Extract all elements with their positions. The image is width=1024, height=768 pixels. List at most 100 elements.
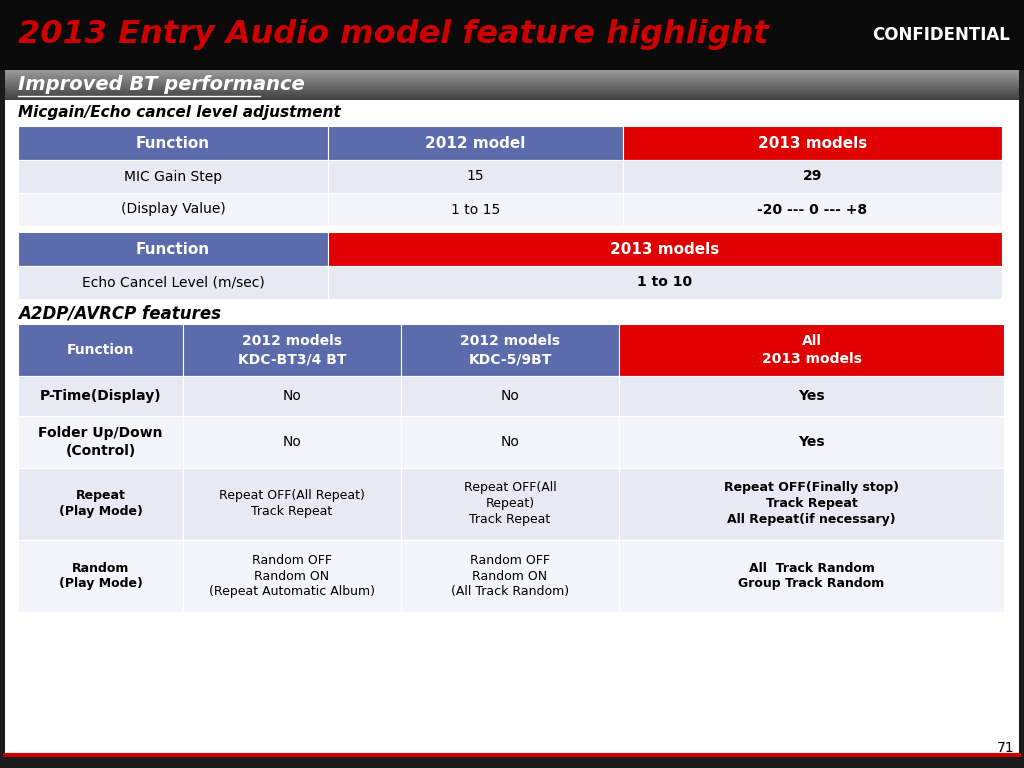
Bar xyxy=(18,126,328,160)
Text: Repeat OFF(All Repeat)
Track Repeat: Repeat OFF(All Repeat) Track Repeat xyxy=(219,489,365,518)
Bar xyxy=(5,90,1019,91)
Bar xyxy=(183,540,401,612)
Text: 2013 models: 2013 models xyxy=(610,241,720,257)
Bar xyxy=(623,193,1002,226)
Bar xyxy=(328,232,1002,266)
Bar xyxy=(5,72,1019,73)
Bar xyxy=(5,79,1019,80)
Text: Repeat OFF(All
Repeat)
Track Repeat: Repeat OFF(All Repeat) Track Repeat xyxy=(464,482,556,527)
Bar xyxy=(5,95,1019,96)
Bar xyxy=(5,85,1019,86)
Bar xyxy=(328,266,1002,299)
Bar xyxy=(18,540,183,612)
Text: 1 to 10: 1 to 10 xyxy=(637,276,692,290)
Bar xyxy=(618,468,1004,540)
Text: CONFIDENTIAL: CONFIDENTIAL xyxy=(872,26,1010,44)
Text: A2DP/AVRCP features: A2DP/AVRCP features xyxy=(18,304,221,322)
Text: P-Time(Display): P-Time(Display) xyxy=(40,389,162,403)
Bar xyxy=(5,83,1019,84)
Text: 71: 71 xyxy=(997,741,1015,755)
Bar xyxy=(623,126,1002,160)
Bar xyxy=(618,416,1004,468)
Bar xyxy=(5,84,1019,85)
Bar xyxy=(401,416,618,468)
Text: Micgain/Echo cancel level adjustment: Micgain/Echo cancel level adjustment xyxy=(18,104,341,120)
Bar xyxy=(18,266,328,299)
Bar xyxy=(183,468,401,540)
Text: Folder Up/Down
(Control): Folder Up/Down (Control) xyxy=(38,426,163,458)
Text: 1 to 15: 1 to 15 xyxy=(451,203,500,217)
Text: Function: Function xyxy=(67,343,134,357)
Bar xyxy=(618,324,1004,376)
Bar xyxy=(18,232,328,266)
Bar xyxy=(183,416,401,468)
Text: Random
(Play Mode): Random (Play Mode) xyxy=(58,561,142,591)
Bar xyxy=(5,81,1019,82)
Bar xyxy=(328,126,623,160)
Text: Repeat OFF(Finally stop)
Track Repeat
All Repeat(if necessary): Repeat OFF(Finally stop) Track Repeat Al… xyxy=(724,482,899,527)
Bar xyxy=(5,73,1019,74)
Bar xyxy=(18,376,183,416)
Text: Random OFF
Random ON
(Repeat Automatic Album): Random OFF Random ON (Repeat Automatic A… xyxy=(209,554,375,598)
Bar xyxy=(401,540,618,612)
Bar xyxy=(328,160,623,193)
Bar xyxy=(5,91,1019,92)
Bar xyxy=(401,324,618,376)
Text: Random OFF
Random ON
(All Track Random): Random OFF Random ON (All Track Random) xyxy=(451,554,569,598)
Text: (Display Value): (Display Value) xyxy=(121,203,225,217)
Bar xyxy=(5,80,1019,81)
Text: Echo Cancel Level (m/sec): Echo Cancel Level (m/sec) xyxy=(82,276,264,290)
Text: All
2013 models: All 2013 models xyxy=(762,334,861,366)
Bar xyxy=(5,92,1019,93)
Bar xyxy=(5,86,1019,87)
Bar xyxy=(0,0,1024,70)
Text: No: No xyxy=(501,435,519,449)
Bar xyxy=(618,376,1004,416)
Bar xyxy=(328,193,623,226)
Bar xyxy=(18,468,183,540)
Bar xyxy=(5,78,1019,79)
Bar xyxy=(5,98,1019,99)
Text: No: No xyxy=(283,389,301,403)
Bar xyxy=(5,71,1019,72)
Bar xyxy=(5,96,1019,97)
Text: Improved BT performance: Improved BT performance xyxy=(18,75,305,94)
Bar xyxy=(623,160,1002,193)
Bar xyxy=(5,74,1019,75)
Bar xyxy=(18,416,183,468)
Bar xyxy=(5,99,1019,100)
Text: 2012 models
KDC-BT3/4 BT: 2012 models KDC-BT3/4 BT xyxy=(238,334,346,366)
Bar xyxy=(5,72,1019,756)
Bar xyxy=(5,76,1019,77)
Text: Function: Function xyxy=(136,135,210,151)
Bar xyxy=(183,376,401,416)
Bar xyxy=(5,93,1019,94)
Text: No: No xyxy=(501,389,519,403)
Text: All  Track Random
Group Track Random: All Track Random Group Track Random xyxy=(738,561,885,591)
Text: Yes: Yes xyxy=(798,435,824,449)
Text: 2012 model: 2012 model xyxy=(425,135,525,151)
Bar xyxy=(18,193,328,226)
Bar xyxy=(183,324,401,376)
Bar xyxy=(5,88,1019,89)
Bar xyxy=(18,324,183,376)
Bar xyxy=(18,160,328,193)
Text: MIC Gain Step: MIC Gain Step xyxy=(124,170,222,184)
Bar xyxy=(5,87,1019,88)
Bar xyxy=(401,468,618,540)
Bar xyxy=(5,97,1019,98)
Bar xyxy=(5,77,1019,78)
Text: Function: Function xyxy=(136,241,210,257)
Bar xyxy=(5,70,1019,71)
Text: 29: 29 xyxy=(803,170,822,184)
Text: -20 --- 0 --- +8: -20 --- 0 --- +8 xyxy=(758,203,867,217)
Text: 2013 Entry Audio model feature highlight: 2013 Entry Audio model feature highlight xyxy=(18,19,768,51)
Bar xyxy=(401,376,618,416)
Text: 2012 models
KDC-5/9BT: 2012 models KDC-5/9BT xyxy=(460,334,560,366)
Bar xyxy=(618,540,1004,612)
Bar xyxy=(5,94,1019,95)
Text: 2013 models: 2013 models xyxy=(758,135,867,151)
Text: Repeat
(Play Mode): Repeat (Play Mode) xyxy=(58,489,142,518)
Bar xyxy=(5,89,1019,90)
Text: 15: 15 xyxy=(467,170,484,184)
